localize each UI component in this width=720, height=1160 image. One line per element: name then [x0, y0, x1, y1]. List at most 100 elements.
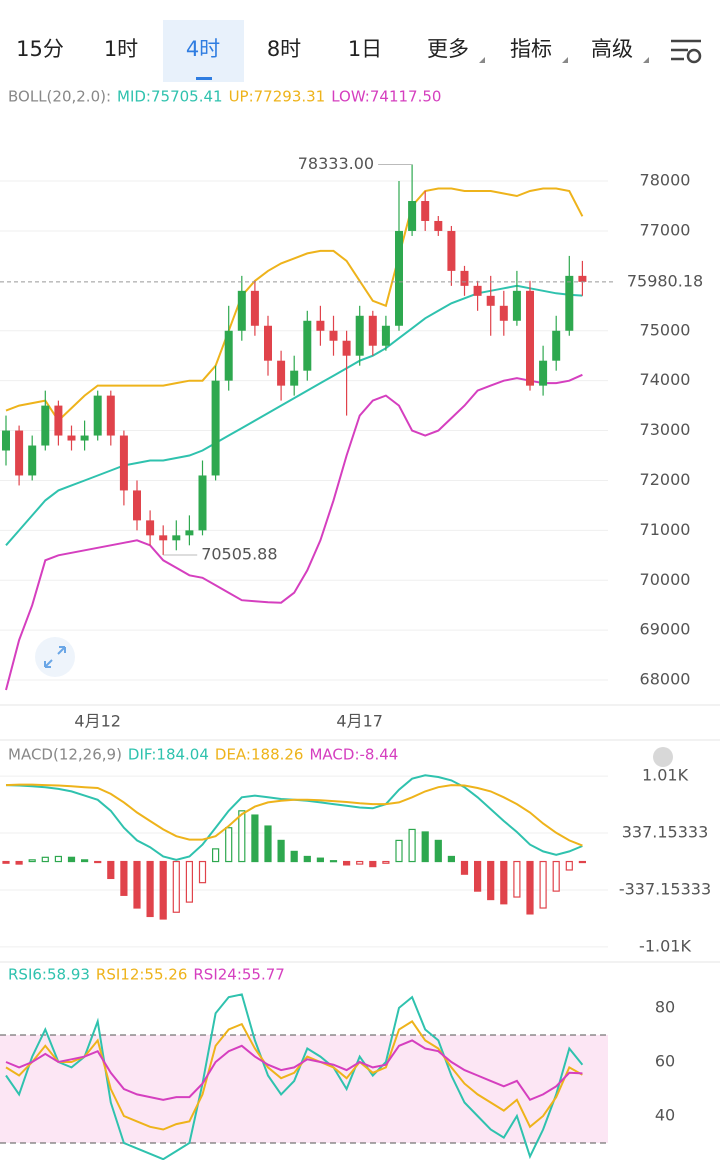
y-tick-label: 72000	[640, 470, 691, 489]
macd-bar	[198, 860, 207, 884]
y-tick-label: 337.15333	[622, 823, 709, 842]
macd-bar	[447, 855, 455, 863]
macd-bar	[290, 850, 298, 863]
macd-bar	[185, 860, 193, 903]
boll-line	[5, 284, 583, 546]
macd-bar	[146, 860, 154, 918]
y-tick-label: 75000	[640, 320, 691, 339]
candle-body	[198, 475, 207, 531]
candle-body	[146, 520, 155, 536]
macd-bar	[120, 860, 128, 896]
active-tab-bg	[163, 20, 244, 82]
y-tick-label: 70000	[640, 570, 691, 589]
macd-bar	[421, 831, 429, 863]
y-tick-label: 68000	[640, 670, 691, 689]
macd-bar	[565, 860, 573, 871]
macd-bar	[382, 860, 390, 864]
candle-body	[460, 270, 469, 286]
candle-body	[2, 430, 10, 451]
macd-bar	[251, 814, 259, 863]
y-tick-label: 71000	[640, 520, 691, 539]
candle-body	[67, 435, 76, 441]
candle-body	[172, 535, 181, 541]
tab[interactable]: 1日	[348, 37, 382, 61]
candle-body	[119, 435, 128, 491]
tab-dropdown[interactable]: 高级	[591, 37, 633, 61]
macd-bar	[329, 860, 338, 863]
legend-item: RSI24:55.77	[193, 966, 284, 984]
macd-bar	[67, 856, 76, 863]
k-badge	[653, 747, 673, 767]
candle-body	[185, 530, 194, 536]
macd-bar	[172, 860, 180, 913]
y-tick-label: 78000	[640, 171, 691, 190]
candle-body	[552, 330, 561, 361]
y-tick-label: -1.01K	[639, 936, 691, 955]
macd-bar	[277, 839, 285, 863]
tab-dropdown[interactable]: 指标	[510, 37, 552, 61]
candle-body	[28, 445, 37, 476]
tab[interactable]: 1时	[104, 37, 138, 61]
candle-body	[41, 405, 50, 446]
candle-body	[565, 275, 574, 331]
x-tick-label: 4月17	[336, 712, 383, 731]
candle-body	[237, 290, 246, 331]
macd-bar	[395, 839, 403, 863]
macd-bar	[356, 860, 364, 865]
legend-item: RSI6:58.93	[8, 966, 90, 984]
candle-body	[499, 305, 508, 321]
settings-icon[interactable]	[671, 39, 702, 64]
candle-body	[133, 490, 141, 521]
candle-body	[447, 230, 456, 271]
macd-bar	[238, 810, 246, 863]
y-tick-label: 60	[655, 1051, 675, 1070]
tab[interactable]: 8时	[267, 37, 301, 61]
tab-active[interactable]: 4时	[186, 37, 220, 61]
candle-body	[211, 380, 220, 476]
macd-bar	[460, 860, 469, 875]
expand-icon[interactable]	[35, 637, 75, 677]
annotation: 78333.00	[298, 154, 374, 173]
rsi-band	[0, 1034, 608, 1143]
macd-bar	[2, 860, 10, 864]
candle-body	[250, 290, 259, 326]
y-tick-label: 77000	[640, 220, 691, 239]
macd-line	[5, 783, 583, 847]
candle-body	[342, 340, 351, 356]
legend-item: UP:77293.31	[229, 88, 326, 106]
candle-body	[421, 201, 430, 221]
tab-dropdown[interactable]: 更多	[427, 37, 469, 61]
candle-body	[106, 395, 115, 436]
legend-item: LOW:74117.50	[331, 88, 441, 106]
macd-bar	[28, 859, 36, 863]
macd-bar	[316, 857, 324, 863]
timeframe-tabs: 15分 1时 4时 8时 1日 更多 指标 高级	[16, 37, 633, 61]
candle-body	[539, 360, 548, 386]
candle-body	[159, 535, 168, 541]
legend-item: MACD:-8.44	[309, 746, 398, 764]
y-tick-label: 73000	[640, 420, 691, 439]
boll-line	[5, 187, 584, 423]
candle-body	[578, 275, 587, 282]
candle-body	[303, 320, 312, 371]
dropdown-arrows	[479, 57, 649, 63]
candle-body	[381, 325, 390, 346]
tab[interactable]: 15分	[16, 37, 64, 61]
legend-item: MID:75705.41	[117, 88, 223, 106]
candle-body	[486, 295, 495, 306]
macd-bar	[212, 848, 220, 863]
macd-bar	[513, 860, 521, 898]
macd-bar	[80, 859, 89, 863]
macd-bar	[487, 860, 495, 901]
y-tick-label: 69000	[640, 620, 691, 639]
x-tick-label: 4月12	[74, 712, 121, 731]
candle-body	[290, 370, 299, 386]
macd-bar	[264, 825, 272, 863]
legend-item: DIF:184.04	[128, 746, 209, 764]
candle-body	[316, 320, 325, 331]
candle-body	[526, 290, 534, 386]
candle-body	[80, 435, 89, 441]
candle-body	[434, 220, 443, 231]
legend-item: BOLL(20,2.0):	[8, 88, 111, 106]
